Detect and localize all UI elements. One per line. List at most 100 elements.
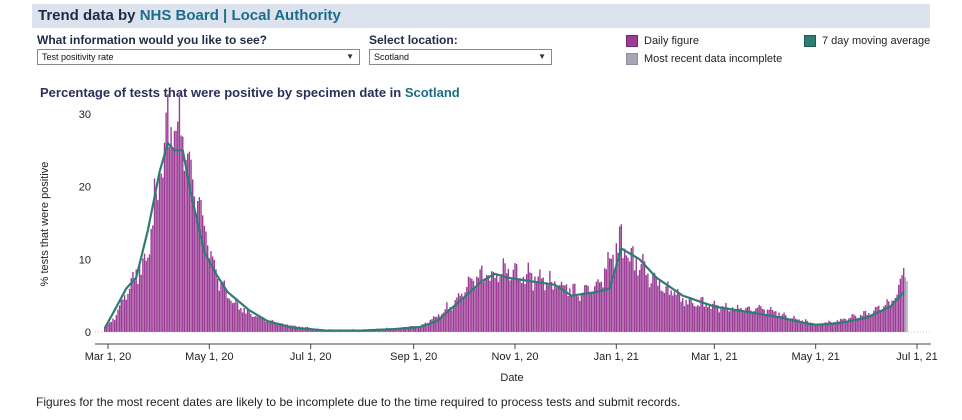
daily-bar	[424, 322, 426, 332]
daily-bar	[280, 323, 282, 332]
daily-bar	[515, 263, 518, 332]
daily-bar	[836, 320, 838, 332]
y-tick-label: 20	[79, 182, 91, 194]
daily-bar	[200, 200, 202, 332]
daily-bar	[525, 274, 528, 332]
daily-bar	[105, 326, 108, 332]
daily-bar	[650, 283, 652, 332]
nhs-board-link[interactable]: NHS Board	[139, 7, 219, 24]
daily-bar	[894, 297, 897, 332]
daily-bar	[766, 309, 769, 332]
daily-bar	[804, 319, 807, 332]
daily-bar	[469, 277, 471, 332]
daily-bar	[283, 324, 285, 332]
daily-bar	[692, 303, 694, 332]
daily-bar	[213, 259, 216, 332]
daily-bar	[838, 321, 840, 332]
daily-bar	[597, 279, 599, 332]
daily-bar	[780, 316, 782, 332]
daily-bar	[456, 297, 458, 332]
daily-bar	[519, 278, 521, 332]
daily-bar	[791, 318, 794, 332]
daily-bar	[281, 323, 284, 332]
daily-bar	[811, 325, 814, 332]
daily-bar	[148, 254, 151, 332]
daily-bar	[841, 319, 843, 332]
daily-bar	[108, 322, 111, 332]
daily-bar	[412, 326, 415, 332]
y-tick-label: 30	[79, 109, 91, 121]
daily-bar	[527, 262, 529, 332]
daily-bar	[562, 285, 564, 332]
daily-bar	[849, 317, 852, 332]
daily-bar	[172, 149, 174, 332]
daily-bar	[494, 277, 496, 332]
daily-bar	[844, 318, 847, 332]
daily-bar	[773, 311, 775, 332]
daily-bar	[143, 253, 146, 332]
daily-bar	[758, 304, 760, 332]
daily-bar	[203, 225, 206, 332]
x-tick-label: May 1, 20	[185, 351, 233, 363]
x-tick-label: Jan 1, 21	[594, 351, 639, 363]
daily-bar	[818, 323, 820, 332]
daily-bar	[479, 269, 481, 332]
daily-bar	[901, 275, 903, 332]
daily-bar	[505, 273, 508, 332]
daily-bar	[122, 299, 124, 332]
daily-bar	[603, 268, 606, 332]
daily-bar	[790, 318, 792, 332]
daily-bar	[514, 263, 516, 332]
daily-bar	[605, 269, 608, 332]
daily-bar	[648, 287, 651, 332]
daily-bar	[589, 292, 591, 332]
daily-bar	[444, 309, 446, 332]
daily-bar	[883, 306, 885, 332]
daily-bar	[173, 130, 176, 332]
daily-bar	[168, 147, 171, 332]
daily-bar	[250, 313, 252, 332]
daily-bar	[417, 325, 420, 332]
daily-bar	[657, 285, 659, 332]
daily-bar	[643, 261, 646, 332]
chart-title-prefix: Percentage of tests that were positive b…	[40, 85, 405, 100]
daily-bar	[733, 309, 735, 332]
daily-bar	[205, 231, 207, 332]
daily-bar	[487, 275, 490, 332]
daily-bar	[296, 326, 299, 332]
location-select[interactable]: Scotland ▼	[369, 49, 552, 65]
daily-bar	[477, 277, 480, 332]
daily-bar	[776, 317, 779, 332]
daily-bar	[565, 284, 568, 332]
daily-bar	[137, 283, 139, 332]
daily-bar	[416, 326, 418, 332]
x-tick-label: Sep 1, 20	[390, 351, 437, 363]
daily-bar	[275, 323, 277, 332]
daily-bar	[728, 311, 730, 332]
local-authority-link[interactable]: Local Authority	[231, 7, 341, 24]
daily-bar	[464, 292, 466, 332]
daily-bar	[404, 328, 407, 332]
daily-bar	[545, 282, 548, 332]
daily-bar	[698, 306, 701, 332]
daily-bar	[612, 254, 614, 332]
daily-bar	[235, 299, 237, 332]
daily-bar	[564, 285, 566, 332]
daily-bar	[652, 273, 654, 332]
daily-bar	[824, 322, 827, 332]
daily-bar	[903, 267, 905, 332]
daily-bar	[550, 281, 553, 332]
daily-bar	[735, 309, 737, 332]
daily-bar	[155, 192, 157, 332]
daily-bar	[678, 293, 681, 332]
daily-bar	[142, 258, 144, 332]
daily-bar	[778, 312, 780, 332]
daily-bar	[208, 258, 211, 332]
daily-bar	[492, 271, 495, 332]
daily-bar	[575, 295, 578, 332]
daily-bar	[710, 308, 712, 332]
daily-bar	[471, 278, 473, 332]
info-select[interactable]: Test positivity rate ▼	[37, 49, 360, 65]
daily-bar	[398, 327, 400, 332]
daily-bar	[260, 316, 262, 332]
